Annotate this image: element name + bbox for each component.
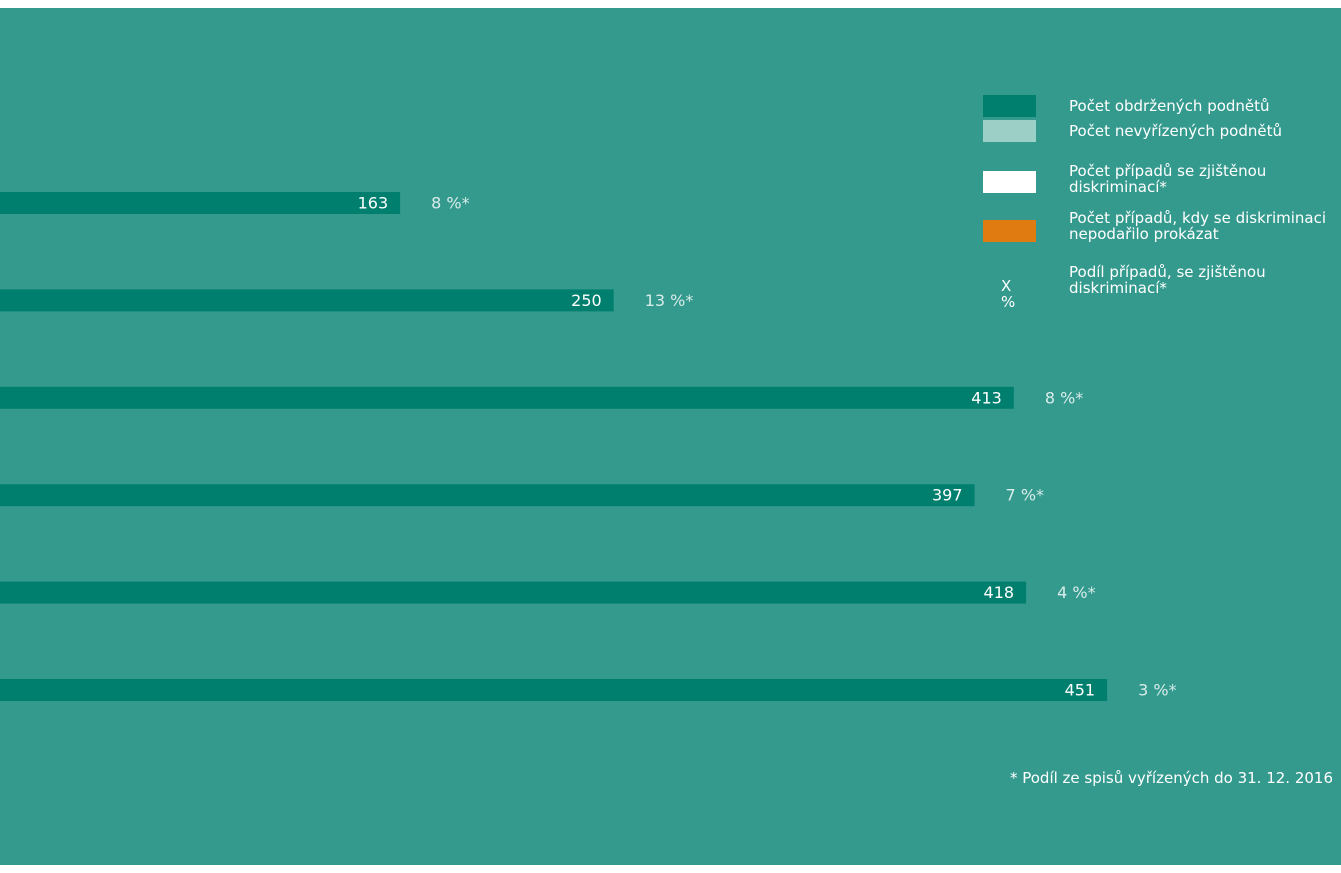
bar-percent-label-5: 3 %* — [1138, 681, 1176, 700]
legend-label-discrimination-found: Počet případů se zjištěnou diskriminací* — [1069, 162, 1267, 196]
legend-label-share: Podíl případů, se zjištěnou diskriminací… — [1069, 263, 1266, 297]
bar-percent-label-0: 8 %* — [431, 194, 469, 213]
bar-5 — [0, 679, 1108, 701]
bar-percent-label-1: 13 %* — [645, 291, 694, 310]
legend-swatch-discrimination-found — [983, 171, 1036, 193]
legend-swatch-discrimination-not-proven — [983, 220, 1036, 242]
legend-swatch-received — [983, 95, 1036, 117]
bar-chart: 163 8 %* 250 13 %* 413 8 %* 397 7 %* 418 4 %* 451 3… — [0, 192, 1177, 701]
legend-label-discrimination-not-proven: Počet případů, kdy se diskriminaci nepod… — [1069, 209, 1327, 243]
bar-percent-label-4: 4 %* — [1057, 583, 1095, 602]
legend-swatch-unresolved — [983, 120, 1036, 142]
bar-value-label-0: 163 — [358, 194, 389, 213]
bar-value-label-2: 413 — [971, 388, 1002, 407]
bar-2 — [0, 386, 1014, 409]
footnote: * Podíl ze spisů vyřízených do 31. 12. 2… — [1009, 769, 1333, 787]
bar-value-label-3: 397 — [932, 486, 963, 505]
bar-4 — [0, 581, 1027, 604]
bar-1 — [0, 289, 614, 312]
bar-percent-label-2: 8 %* — [1045, 388, 1083, 407]
legend-label-unresolved: Počet nevyřízených podnětů — [1069, 122, 1282, 140]
bar-value-label-5: 451 — [1065, 681, 1096, 700]
legend-label-received: Počet obdržených podnětů — [1069, 97, 1270, 115]
bar-0 — [0, 192, 401, 214]
legend-symbol-share: X % — [1001, 277, 1016, 311]
bar-percent-label-3: 7 %* — [1006, 486, 1044, 505]
bar-3 — [0, 484, 975, 507]
bar-value-label-1: 250 — [571, 291, 602, 310]
chart-panel: 163 8 %* 250 13 %* 413 8 %* 397 7 %* 418 4 %* 451 3… — [0, 8, 1341, 865]
bar-value-label-4: 418 — [984, 583, 1015, 602]
